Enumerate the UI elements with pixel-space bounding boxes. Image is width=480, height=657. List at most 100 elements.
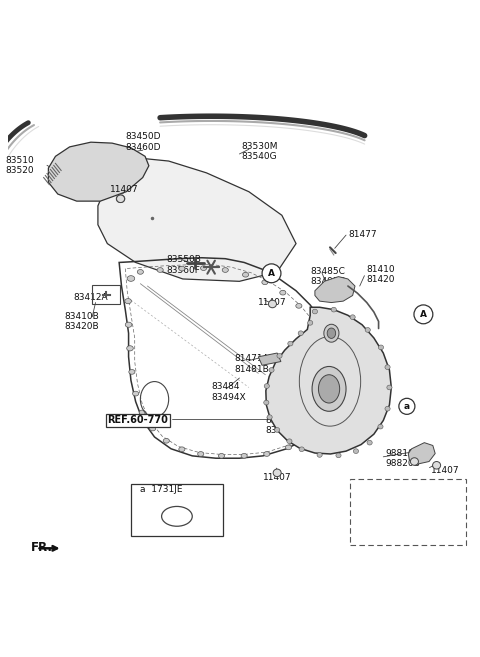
Ellipse shape: [353, 449, 359, 453]
Ellipse shape: [378, 424, 383, 429]
Ellipse shape: [312, 367, 346, 411]
Ellipse shape: [150, 426, 156, 431]
Text: a  1731JE: a 1731JE: [140, 485, 183, 493]
Text: a: a: [404, 402, 410, 411]
Ellipse shape: [280, 290, 286, 295]
Ellipse shape: [331, 307, 336, 312]
Ellipse shape: [387, 385, 392, 390]
Ellipse shape: [127, 276, 135, 281]
Text: 83510
83520: 83510 83520: [5, 156, 34, 175]
Text: 83471D
83481D: 83471D 83481D: [265, 415, 301, 435]
Ellipse shape: [264, 400, 269, 405]
Ellipse shape: [129, 369, 135, 374]
Ellipse shape: [378, 345, 384, 350]
Ellipse shape: [336, 453, 341, 458]
Ellipse shape: [117, 195, 125, 202]
Text: 81477: 81477: [348, 230, 376, 238]
Text: 11407: 11407: [263, 472, 291, 482]
Text: 81471A
81481B: 81471A 81481B: [235, 354, 269, 374]
Ellipse shape: [330, 379, 336, 384]
Text: A: A: [268, 269, 275, 278]
Text: 11407: 11407: [258, 298, 287, 307]
Ellipse shape: [157, 267, 163, 273]
Ellipse shape: [312, 309, 317, 314]
Ellipse shape: [267, 415, 272, 420]
Ellipse shape: [264, 384, 269, 388]
Polygon shape: [48, 142, 149, 201]
Ellipse shape: [241, 453, 247, 458]
Ellipse shape: [287, 439, 292, 443]
Ellipse shape: [296, 304, 302, 308]
Ellipse shape: [268, 300, 276, 307]
Ellipse shape: [317, 453, 322, 457]
Text: REF.60-770: REF.60-770: [108, 415, 168, 426]
Text: FR.: FR.: [31, 541, 53, 555]
Text: 98810B
98820B: 98810B 98820B: [371, 507, 406, 527]
Ellipse shape: [299, 447, 304, 451]
Ellipse shape: [127, 346, 133, 351]
Text: 83485C
83495C: 83485C 83495C: [310, 267, 345, 286]
Ellipse shape: [125, 322, 132, 327]
Ellipse shape: [318, 374, 340, 403]
Ellipse shape: [327, 328, 336, 338]
Ellipse shape: [273, 469, 281, 476]
Ellipse shape: [324, 325, 339, 342]
Ellipse shape: [288, 341, 293, 346]
Ellipse shape: [132, 391, 139, 396]
Polygon shape: [258, 353, 281, 365]
Ellipse shape: [163, 438, 169, 443]
Circle shape: [414, 305, 433, 324]
Ellipse shape: [309, 319, 315, 323]
Circle shape: [399, 398, 415, 415]
Text: A: A: [420, 310, 427, 319]
Ellipse shape: [367, 440, 372, 445]
Ellipse shape: [139, 410, 145, 415]
Text: 98810B
98820B: 98810B 98820B: [385, 449, 420, 468]
Text: 81410
81420: 81410 81420: [367, 265, 396, 284]
Polygon shape: [266, 307, 391, 454]
Ellipse shape: [308, 321, 313, 325]
Circle shape: [262, 264, 281, 283]
Ellipse shape: [269, 368, 274, 373]
Ellipse shape: [198, 451, 204, 457]
Ellipse shape: [365, 328, 371, 332]
Ellipse shape: [385, 406, 390, 411]
Ellipse shape: [242, 273, 249, 277]
FancyBboxPatch shape: [131, 484, 223, 536]
Ellipse shape: [179, 447, 185, 451]
Ellipse shape: [350, 315, 355, 319]
Ellipse shape: [327, 358, 334, 363]
Text: 11407: 11407: [431, 466, 459, 474]
Text: 83410B
83420B: 83410B 83420B: [64, 311, 99, 331]
Ellipse shape: [432, 461, 441, 469]
Ellipse shape: [116, 195, 125, 202]
Ellipse shape: [179, 266, 185, 271]
Ellipse shape: [264, 451, 270, 457]
Text: 11407: 11407: [109, 185, 138, 194]
Polygon shape: [315, 277, 355, 303]
FancyBboxPatch shape: [350, 480, 466, 545]
Ellipse shape: [222, 267, 228, 273]
Ellipse shape: [410, 458, 419, 465]
Text: 83530M
83540G: 83530M 83540G: [242, 142, 278, 162]
Ellipse shape: [262, 280, 268, 284]
Ellipse shape: [218, 453, 225, 458]
Polygon shape: [408, 443, 435, 464]
Polygon shape: [98, 158, 296, 281]
Text: (W/SAFETY): (W/SAFETY): [358, 496, 418, 505]
Ellipse shape: [201, 266, 207, 271]
Ellipse shape: [305, 434, 311, 438]
Text: 83550B
83560F: 83550B 83560F: [166, 255, 201, 275]
Ellipse shape: [298, 331, 303, 336]
Ellipse shape: [319, 337, 325, 342]
Ellipse shape: [326, 399, 332, 405]
Polygon shape: [402, 516, 432, 537]
Ellipse shape: [277, 353, 282, 358]
Text: 83450D
83460D: 83450D 83460D: [125, 133, 160, 152]
Ellipse shape: [125, 298, 132, 304]
Ellipse shape: [275, 428, 280, 432]
Ellipse shape: [385, 365, 390, 369]
Text: 83484
83494X: 83484 83494X: [211, 382, 246, 402]
Ellipse shape: [286, 445, 291, 450]
Text: 83412A: 83412A: [73, 293, 108, 302]
